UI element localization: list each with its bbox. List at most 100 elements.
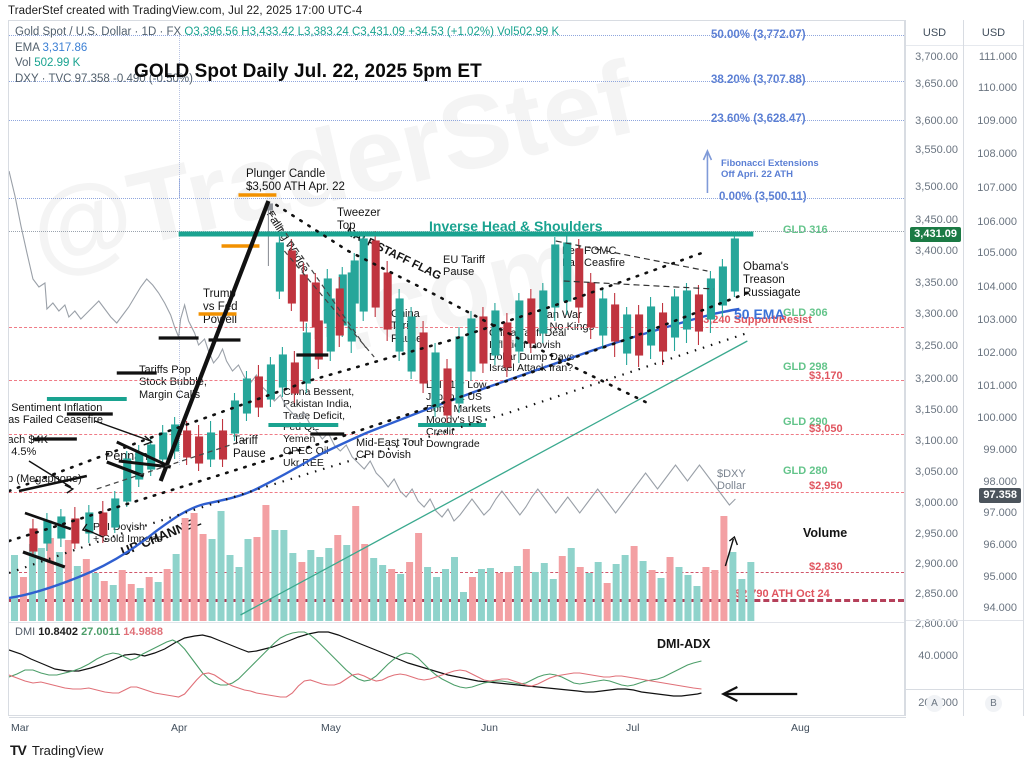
dxy-tick-110: 110.000 [978, 82, 1017, 94]
teal-support-line [240, 340, 748, 616]
tradingview-logo[interactable]: TV TradingView [10, 742, 103, 758]
mid-east-tour-annotation: Mid-East Tour CPI Dovish [356, 437, 424, 462]
fib-line-50 [9, 35, 904, 36]
up-channel-lower [9, 331, 748, 575]
gld-316: GLD 316 [783, 224, 828, 236]
plus-di-line [9, 631, 702, 689]
price-tick-3500: 3,500.00 [915, 181, 958, 193]
dmi-chart-graphics [9, 631, 798, 702]
gld-298: GLD 298 [783, 361, 828, 373]
dmi-plus-value: 27.0011 [81, 626, 121, 638]
minus-di-line [9, 669, 702, 698]
chart-frame: @TraderStef .com [8, 20, 906, 734]
legend-dxy-label[interactable]: DXY · TVC [15, 72, 72, 85]
price-axis-header[interactable]: USD [906, 21, 963, 46]
price-tick-3000: 3,000.00 [915, 497, 958, 509]
dmi-label[interactable]: DMI [15, 626, 36, 638]
price-tick-2900: 2,900.00 [915, 558, 958, 570]
legend-dxy-value: 97.358 [74, 72, 110, 85]
fib-line-0 [9, 198, 904, 199]
volume-pane-label: Volume [803, 526, 848, 540]
tradingview-wordmark: TradingView [31, 742, 104, 758]
tweezer-top-annotation: Tweezer Top [337, 207, 381, 232]
axis-badge-b[interactable]: B [985, 694, 1002, 712]
black-marker-lines [22, 336, 345, 569]
dxy-tick-107: 107.000 [977, 182, 1017, 194]
price-tick-3250: 3,250.00 [915, 340, 958, 352]
fib-line-236 [9, 120, 904, 121]
price-tick-3300: 3,300.00 [915, 308, 958, 320]
dxy-tick-100: 100.000 [977, 412, 1017, 424]
dxy-axis[interactable]: USD 111.000 110.000 109.000 108.000 107.… [963, 20, 1024, 716]
adx-line [9, 631, 702, 697]
dxy-tick-111: 111.000 [978, 51, 1017, 63]
dxy-axis-footer[interactable]: B [964, 689, 1023, 716]
price-tick-2950: 2,950.00 [915, 528, 958, 540]
dxy-tick-94: 94.000 [983, 602, 1017, 614]
legend-volume: Vol502.99 K [497, 26, 560, 38]
dotted-channels [9, 203, 749, 543]
legend-high: H3,433.42 [241, 26, 295, 38]
fib-line-382 [9, 81, 904, 82]
time-tick-mar: Mar [11, 722, 30, 734]
fib-level-0: 0.00% (3,500.11) [719, 191, 807, 203]
current-price-badge: 3,431.09 [910, 227, 961, 242]
legend-vol-value: 502.99 K [34, 57, 81, 69]
dmi-arrow-icon [720, 686, 798, 702]
price-axis-footer[interactable]: A [906, 689, 963, 716]
dxy-line [9, 170, 736, 522]
dmi-adx-pane: DMI 10.8402 27.0011 14.9888 DMI-ADX [9, 622, 904, 718]
legend-symbol[interactable]: Gold Spot / U.S. Dollar · 1D · FX [15, 26, 182, 38]
gld-290: GLD 290 [783, 416, 828, 428]
right-descending-channel [555, 240, 714, 290]
price-tick-3100: 3,100.00 [915, 435, 958, 447]
price-tick-3050: 3,050.00 [915, 466, 958, 478]
price-tick-3350: 3,350.00 [915, 277, 958, 289]
price-tick-3400: 3,400.00 [915, 245, 958, 257]
ism-sentiment-annotation: M Sentiment Inflation mas Failed Ceasefi… [9, 402, 103, 427]
level-label-3170: $3,170 [809, 370, 843, 382]
dxy-tick-101: 101.000 [977, 380, 1017, 392]
tradingview-mark-icon: TV [10, 742, 27, 758]
annotation-arrows [28, 420, 739, 567]
time-tick-jun: Jun [481, 722, 498, 734]
fib-caption: Fibonacci Extensions Off Apri. 22 ATH [721, 158, 819, 180]
eu-tariff-pause-annotation: EU Tariff Pause [443, 254, 485, 279]
dxy-tick-108: 108.000 [977, 148, 1017, 160]
candlesticks [29, 203, 739, 557]
legend-low: L3,383.24 [297, 26, 349, 38]
price-tick-2850: 2,850.00 [915, 588, 958, 600]
time-axis[interactable]: Mar Apr May Jun Jul Aug [9, 717, 906, 740]
dmi-tick-40: 40.0000 [918, 650, 958, 662]
fib-level-236: 23.60% (3,628.47) [711, 113, 806, 125]
dxy-tick-106: 106.000 [977, 216, 1017, 228]
legend-vol-label[interactable]: Vol [15, 57, 31, 69]
dxy-tick-103: 103.000 [977, 314, 1017, 326]
price-chart-graphics [9, 170, 755, 621]
level-3240 [9, 327, 904, 328]
price-tick-3150: 3,150.00 [915, 404, 958, 416]
fib-anchor-vline [179, 35, 180, 465]
gld-280: GLD 280 [783, 465, 828, 477]
chart-title-overlay: GOLD Spot Daily Jul. 22, 2025 5pm ET [134, 61, 482, 82]
legend-ema-label[interactable]: EMA [15, 41, 40, 54]
dmi-adx-pane-label: DMI-ADX [657, 637, 711, 651]
axis-badge-a[interactable]: A [926, 694, 943, 712]
trump-vs-powell-annotation: Trump vs Fed Powell [203, 288, 238, 326]
level-label-2950: $2,950 [809, 480, 843, 492]
level-3050 [9, 434, 904, 435]
price-tick-3550: 3,550.00 [915, 144, 958, 156]
price-tick-3700: 3,700.00 [915, 51, 958, 63]
volume-bars [10, 505, 755, 621]
dxy-tick-109: 109.000 [977, 115, 1017, 127]
price-tick-3450: 3,450.00 [915, 214, 958, 226]
dxy-axis-header[interactable]: USD [964, 21, 1023, 46]
price-axis-divider [906, 620, 963, 621]
ema-50-line [9, 307, 740, 600]
obama-treason-annotation: Obama's Treason Russiagate [743, 261, 801, 299]
time-tick-apr: Apr [171, 722, 188, 734]
price-axis[interactable]: USD 3,700.00 3,650.00 3,600.00 3,550.00 … [905, 20, 963, 716]
plunger-candle-annotation: Plunger Candle $3,500 ATH Apr. 22 [246, 168, 345, 193]
dmi-minus-value: 14.9888 [123, 626, 164, 638]
